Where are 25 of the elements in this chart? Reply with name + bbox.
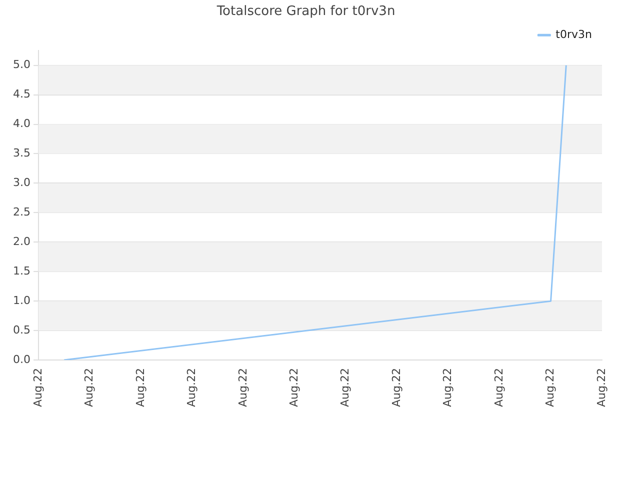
y-tick-label: 4.0	[12, 117, 30, 130]
chart-title: Totalscore Graph for t0rv3n	[216, 4, 396, 20]
x-tick-label: Aug.22	[185, 368, 198, 408]
y-tick-label: 2.5	[12, 206, 30, 219]
legend-label: t0rv3n	[556, 28, 592, 41]
y-tick-label: 2.0	[12, 235, 30, 248]
x-tick-label: Aug.22	[134, 368, 147, 408]
y-tick-label: 4.5	[12, 88, 30, 101]
x-tick-label: Aug.22	[338, 368, 352, 408]
y-tick-label: 3.0	[12, 176, 30, 190]
x-tick-label: Aug.22	[390, 368, 403, 408]
y-tick-label: 1.0	[12, 294, 30, 307]
y-tick-label: 0.5	[12, 323, 30, 336]
x-tick-label: Aug.22	[287, 368, 300, 408]
y-tick-label: 0.0	[12, 352, 30, 366]
y-tick-label: 5.0	[12, 58, 30, 72]
x-tick-label: Aug.22	[441, 368, 454, 408]
x-tick-label: Aug.22	[594, 368, 608, 408]
x-tick-label: Aug.22	[492, 368, 506, 408]
y-tick-label: 3.5	[12, 146, 30, 160]
y-tick-label: 1.5	[12, 264, 30, 278]
x-tick-label: Aug.22	[82, 368, 96, 408]
x-tick-label: Aug.22	[544, 368, 557, 408]
x-tick-label: Aug.22	[236, 368, 250, 408]
x-tick-label: Aug.22	[31, 368, 44, 408]
